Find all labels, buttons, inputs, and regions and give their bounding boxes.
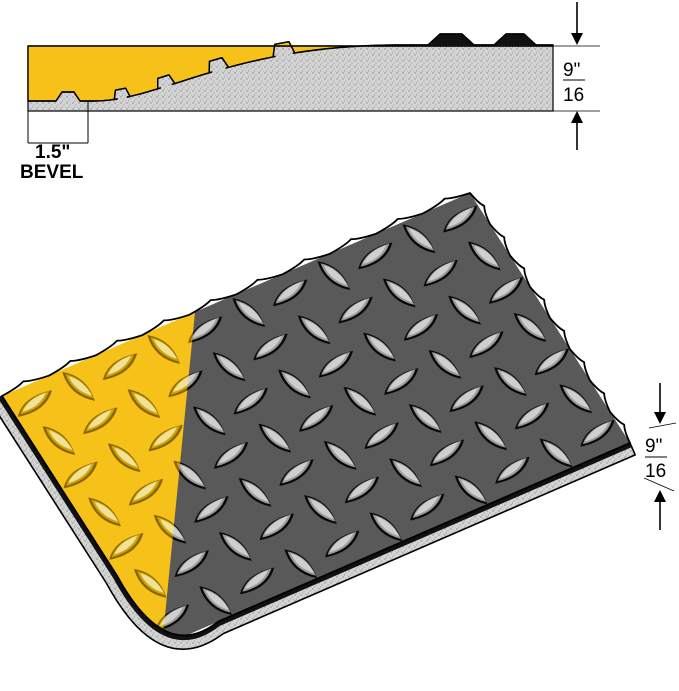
svg-text:BEVEL: BEVEL — [20, 162, 84, 183]
svg-text:9": 9" — [645, 436, 662, 457]
svg-text:1.5": 1.5" — [35, 142, 70, 163]
svg-text:16: 16 — [645, 461, 666, 482]
svg-text:9": 9" — [563, 60, 580, 81]
svg-text:16: 16 — [563, 85, 584, 106]
